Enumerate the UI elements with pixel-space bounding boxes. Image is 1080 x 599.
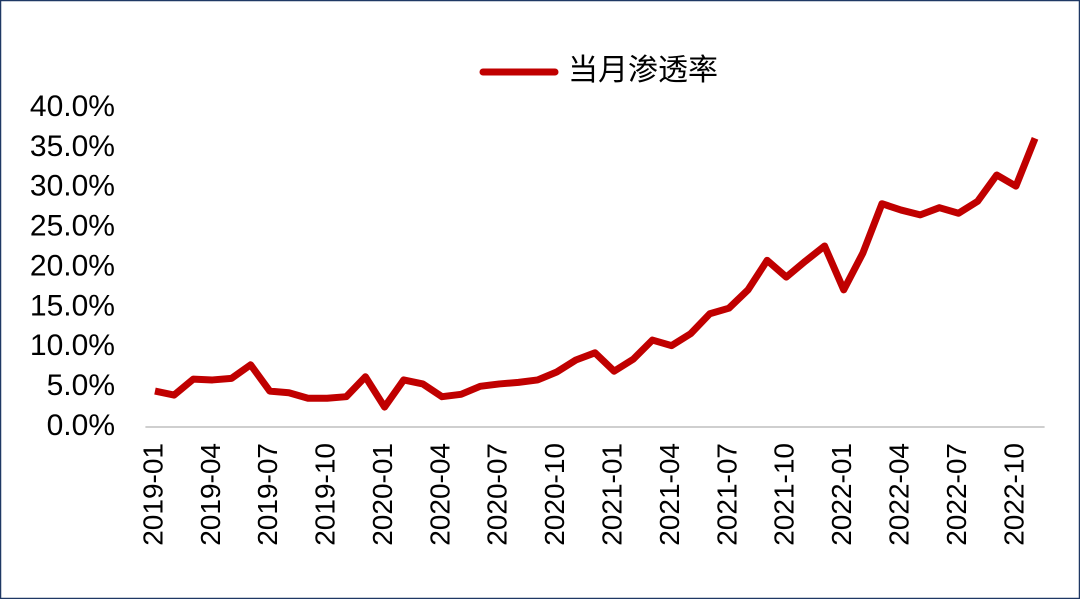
y-tick-label: 30.0% bbox=[30, 170, 115, 203]
x-tick-label: 2022-01 bbox=[826, 443, 857, 546]
y-tick-label: 40.0% bbox=[30, 90, 115, 123]
x-tick-label: 2020-01 bbox=[367, 443, 398, 546]
y-tick-label: 10.0% bbox=[30, 329, 115, 362]
x-tick-label: 2019-07 bbox=[252, 443, 283, 546]
x-tick-label: 2021-07 bbox=[711, 443, 742, 546]
line bbox=[154, 137, 1039, 411]
y-tick-label: 20.0% bbox=[30, 249, 115, 282]
x-tick-label: 2022-10 bbox=[998, 443, 1029, 546]
x-tick-label: 2020-10 bbox=[539, 443, 570, 546]
x-tick-label: 2022-04 bbox=[884, 443, 915, 546]
y-tick-label: 25.0% bbox=[30, 210, 115, 243]
x-tick-label: 2020-04 bbox=[424, 443, 455, 546]
x-tick-label: 2019-01 bbox=[137, 443, 168, 546]
x-tick-label: 2019-10 bbox=[310, 443, 341, 546]
x-tick-label: 2022-07 bbox=[941, 443, 972, 546]
y-tick-label: 5.0% bbox=[47, 369, 115, 402]
y-tick-label: 0.0% bbox=[47, 409, 115, 442]
x-tick-label: 2021-01 bbox=[597, 443, 628, 546]
y-tick-label: 35.0% bbox=[30, 130, 115, 163]
x-tick-label: 2021-04 bbox=[654, 443, 685, 546]
x-tick-label: 2021-10 bbox=[769, 443, 800, 546]
legend-label: 当月渗透率 bbox=[568, 54, 718, 87]
y-tick-label: 15.0% bbox=[30, 289, 115, 322]
x-tick-label: 2019-04 bbox=[195, 443, 226, 546]
x-tick-label: 2020-07 bbox=[482, 443, 513, 546]
